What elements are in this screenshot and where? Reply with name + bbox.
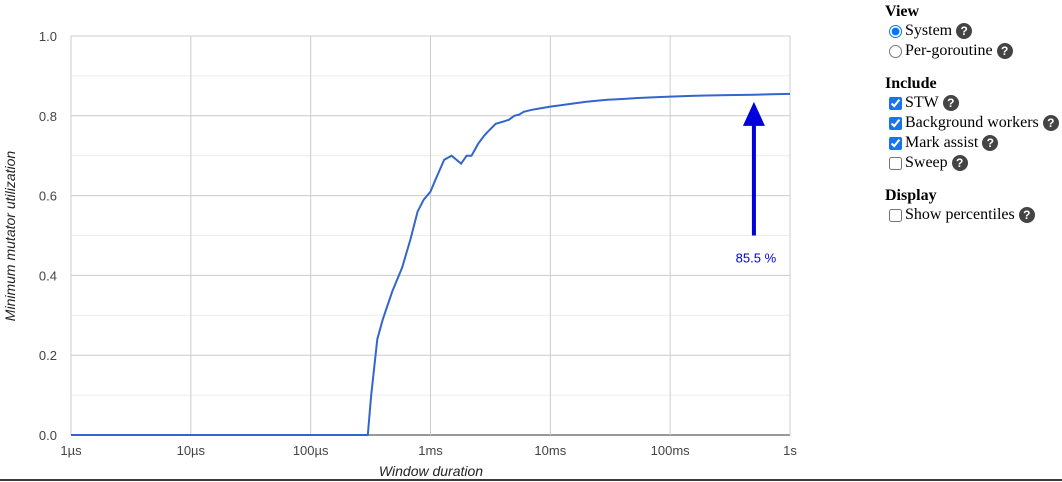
y-axis-label: Minimum mutator utilization	[2, 151, 18, 322]
x-tick-label: 1ms	[418, 443, 443, 458]
view-section-title: View	[885, 3, 920, 20]
annotation-label: 85.5 %	[736, 251, 777, 266]
show-percentiles-checkbox[interactable]	[889, 208, 902, 222]
include-background-workers-label: Background workers	[905, 114, 1039, 131]
help-icon[interactable]: ?	[956, 23, 973, 39]
include-mark-assist-checkbox[interactable]	[889, 136, 902, 150]
include-stw-label: STW	[905, 94, 939, 111]
view-system-radio[interactable]	[889, 24, 902, 38]
y-tick-label: 0.8	[39, 109, 57, 124]
y-tick-label: 0.0	[39, 428, 57, 443]
include-mark-assist-label: Mark assist	[905, 134, 979, 151]
help-icon[interactable]: ?	[942, 95, 959, 111]
view-per-goroutine-radio[interactable]	[889, 44, 902, 58]
help-icon[interactable]: ?	[951, 155, 968, 171]
x-tick-labels: 1µs 10µs 100µs 1ms 10ms 100ms 1s	[60, 443, 797, 458]
annotation-85-5-percent: 85.5 %	[736, 101, 777, 266]
include-sweep-checkbox[interactable]	[889, 156, 902, 170]
view-option-system[interactable]: System ?	[885, 21, 1059, 41]
help-icon[interactable]: ?	[1018, 207, 1035, 223]
include-background-workers-checkbox[interactable]	[889, 116, 902, 130]
include-section-title: Include	[885, 75, 937, 92]
x-tick-label: 1µs	[60, 443, 82, 458]
display-section-title: Display	[885, 187, 937, 204]
x-tick-label: 100ms	[651, 443, 691, 458]
include-option-background-workers[interactable]: Background workers ?	[885, 113, 1059, 133]
x-tick-label: 1s	[783, 443, 797, 458]
x-tick-label: 10µs	[177, 443, 206, 458]
controls-panel: View System ? Per-goroutine ? Include ST…	[885, 2, 1059, 225]
x-tick-label: 10ms	[534, 443, 566, 458]
help-icon[interactable]: ?	[982, 135, 999, 151]
include-option-mark-assist[interactable]: Mark assist ?	[885, 133, 1059, 153]
show-percentiles-label: Show percentiles	[905, 206, 1015, 223]
mmu-chart: 0.0 0.2 0.4 0.6 0.8 1.0 1µs 10µs 100µs 1ms 10ms 10…	[2, 29, 797, 479]
y-tick-label: 0.2	[39, 348, 57, 363]
view-system-label: System	[905, 22, 953, 39]
page-bottom-rule	[0, 479, 1062, 481]
y-tick-label: 0.6	[39, 189, 57, 204]
view-per-goroutine-label: Per-goroutine	[905, 42, 993, 59]
x-axis-label: Window duration	[379, 463, 483, 479]
annotation-arrow-head	[742, 101, 765, 126]
include-stw-checkbox[interactable]	[889, 96, 902, 110]
include-option-stw[interactable]: STW ?	[885, 93, 1059, 113]
y-tick-label: 0.4	[39, 268, 57, 283]
x-tick-label: 100µs	[293, 443, 329, 458]
view-option-per-goroutine[interactable]: Per-goroutine ?	[885, 41, 1059, 61]
include-sweep-label: Sweep	[905, 154, 948, 171]
help-icon[interactable]: ?	[1042, 115, 1059, 131]
mmu-series-line	[71, 92, 791, 436]
display-option-show-percentiles[interactable]: Show percentiles ?	[885, 205, 1059, 225]
include-option-sweep[interactable]: Sweep ?	[885, 153, 1059, 173]
y-tick-label: 1.0	[39, 29, 57, 44]
chart-grid	[70, 35, 791, 436]
help-icon[interactable]: ?	[996, 43, 1013, 59]
y-tick-labels: 0.0 0.2 0.4 0.6 0.8 1.0	[39, 29, 57, 443]
